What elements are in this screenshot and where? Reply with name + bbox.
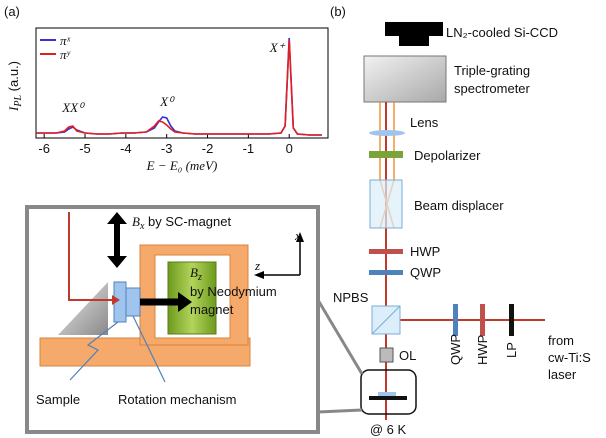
bz-sub: z: [197, 272, 202, 283]
neodymium-magnet: [167, 261, 217, 335]
lp: [509, 304, 514, 336]
axis-z: z: [254, 258, 260, 273]
bz-b: B: [190, 265, 198, 280]
plot-frame: [35, 27, 329, 139]
panel-label: (b): [330, 4, 346, 19]
spectrometer-label: spectrometer: [454, 81, 531, 96]
qwp: [369, 270, 403, 275]
x-tick-label: 0: [286, 141, 293, 156]
axis-x: x: [294, 228, 301, 243]
beam-head: [112, 295, 120, 305]
legend-label: πʸ: [60, 47, 71, 62]
spectrometer-label: Triple-grating: [454, 63, 530, 78]
optic-label: QWP: [448, 334, 463, 365]
qwp: [453, 304, 458, 336]
axis-head: [254, 271, 264, 279]
y-label-sub: PL: [13, 95, 24, 108]
bx-b: B: [132, 214, 140, 229]
pointer: [69, 315, 166, 383]
beam-displacer-label: Beam displacer: [414, 198, 504, 213]
hwp-label: HWP: [410, 244, 440, 259]
x-tick-label: -6: [38, 141, 50, 156]
objective: [379, 347, 394, 363]
optic-label: HWP: [475, 335, 490, 365]
stage: [369, 396, 407, 400]
x-tick-label: -2: [202, 141, 214, 156]
sample-label: Sample: [36, 392, 80, 407]
panel-label: (a): [4, 4, 20, 19]
npbs-diagonal: [371, 305, 401, 335]
rotation-label: Rotation mechanism: [118, 392, 237, 407]
bx-arrow-head: [107, 256, 127, 268]
cryostat: [360, 369, 417, 415]
ol-label: OL: [399, 348, 416, 363]
hwp: [369, 249, 403, 254]
ccd-label: LN₂-cooled Si-CCD: [446, 25, 558, 40]
peak-label: XX⁰: [61, 100, 85, 115]
lens-label: Lens: [410, 115, 439, 130]
series-line: [36, 39, 322, 136]
depolarizer: [369, 151, 403, 158]
hwp: [480, 304, 485, 336]
bx-sub: x: [139, 221, 145, 232]
x-tick-label: -3: [161, 141, 173, 156]
x-axis-label: E − E₀ (meV): [146, 158, 218, 173]
qwp-label: QWP: [410, 265, 441, 280]
bx-arrow-head: [107, 212, 127, 224]
peak-label: X⁺: [269, 40, 286, 55]
npbs-label: NPBS: [333, 290, 369, 305]
inset-connector: [316, 299, 364, 414]
mount: [58, 282, 108, 335]
peak-label: X⁰: [159, 94, 175, 109]
x-tick-label: -4: [120, 141, 132, 156]
laser-label: from: [548, 333, 574, 348]
laser-label: cw-Ti:S: [548, 350, 591, 365]
bx-text: by SC-magnet: [144, 214, 231, 229]
bz-arrow-head: [178, 292, 192, 312]
bz-text: magnet: [190, 302, 234, 317]
bz-text: by Neodymium: [190, 284, 277, 299]
lens: [369, 130, 405, 136]
sample-mini: [378, 392, 396, 396]
y-label-main: I: [6, 106, 21, 112]
beam: [68, 212, 112, 301]
axes: [262, 240, 301, 276]
legend-label: πˣ: [60, 33, 71, 48]
x-tick-label: -5: [79, 141, 91, 156]
optic-label: LP: [504, 342, 519, 358]
bx-label: Bx by SC-magnet: [132, 214, 231, 232]
bz-label: Bz: [190, 265, 202, 283]
x-tick-label: -1: [243, 141, 255, 156]
beam-displacer: [369, 179, 403, 229]
cryostat-label: @ 6 K: [370, 422, 407, 437]
laser-label: laser: [548, 367, 577, 382]
y-label-unit: (a.u.): [6, 61, 21, 95]
rotation-mechanism: [125, 287, 141, 317]
y-axis-label: IPL (a.u.): [6, 61, 24, 112]
depolarizer-label: Depolarizer: [414, 148, 481, 163]
spectrometer: [363, 55, 447, 103]
axis-head: [296, 232, 304, 242]
ccd: [385, 22, 443, 46]
